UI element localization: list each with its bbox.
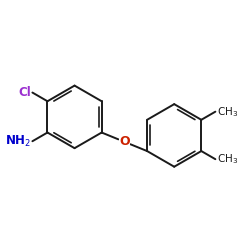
Text: O: O [119, 135, 130, 148]
Text: CH$_3$: CH$_3$ [216, 105, 238, 118]
Text: CH$_3$: CH$_3$ [216, 152, 238, 166]
Text: Cl: Cl [18, 86, 31, 99]
Text: NH$_2$: NH$_2$ [5, 134, 30, 149]
